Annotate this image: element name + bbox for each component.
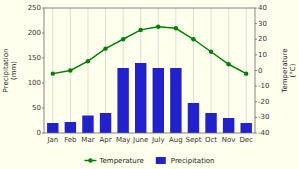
- tick: [255, 54, 257, 55]
- tick-label: -20: [258, 98, 269, 106]
- tick: [42, 8, 44, 9]
- legend-item: Precipitation: [156, 157, 215, 165]
- tick-label: Feb: [64, 136, 77, 144]
- tick: [255, 23, 257, 24]
- tick-label: 10: [258, 51, 267, 59]
- tick-label: Mar: [81, 136, 94, 144]
- tick: [42, 33, 44, 34]
- bar: [100, 113, 111, 133]
- tick-label: 0: [258, 67, 262, 75]
- tick-label: June: [132, 136, 148, 144]
- tick-label: 250: [28, 4, 41, 12]
- background: [0, 0, 299, 169]
- tick-label: 30: [258, 20, 267, 28]
- legend-marker: [88, 158, 92, 162]
- grid-line: [228, 8, 229, 133]
- tick-label: -40: [258, 129, 269, 137]
- marker: [68, 68, 72, 72]
- tick: [255, 101, 257, 102]
- tick-label: Nov: [222, 136, 236, 144]
- axis-label-line: (°C): [289, 63, 297, 77]
- tick-label: 200: [28, 29, 41, 37]
- legend-label: Temperature: [98, 157, 143, 165]
- axis-label: Precipitation(mm): [2, 49, 18, 93]
- bar: [47, 123, 58, 133]
- plot: [47, 25, 252, 133]
- marker: [174, 26, 178, 30]
- chart: 0 50 100 150 200 250 -40 -30 -20 -10 0 10 20 30 40 Jan F…: [0, 0, 299, 169]
- grid-line: [87, 8, 88, 133]
- tick-label: Dec: [239, 136, 253, 144]
- tick-label: -30: [258, 113, 269, 121]
- marker: [209, 50, 213, 54]
- marker: [103, 46, 107, 50]
- axis-label: Temperature(°C): [281, 48, 297, 93]
- tick-label: Apr: [99, 136, 111, 144]
- marker: [156, 25, 160, 29]
- tick-label: Sept: [185, 136, 201, 144]
- bar: [117, 68, 128, 133]
- tick: [255, 39, 257, 40]
- tick-label: Aug: [169, 136, 183, 144]
- grid-line: [246, 8, 247, 133]
- legend-swatch: [156, 157, 166, 164]
- bar: [223, 118, 234, 133]
- axis-label-line: Temperature: [281, 48, 289, 93]
- bar: [135, 63, 146, 133]
- tick-label: May: [116, 136, 130, 144]
- tick: [255, 133, 257, 134]
- tick-label: 150: [28, 54, 41, 62]
- tick-label: -10: [258, 82, 269, 90]
- legend: Temperature Precipitation: [84, 157, 214, 165]
- legend-item: Temperature: [84, 157, 143, 165]
- bar: [82, 116, 93, 134]
- marker: [244, 71, 248, 75]
- tick: [255, 8, 257, 9]
- marker: [86, 59, 90, 63]
- tick: [255, 117, 257, 118]
- marker: [121, 37, 125, 41]
- marker: [226, 62, 230, 66]
- tick-label: 0: [37, 129, 41, 137]
- bar: [240, 123, 251, 133]
- frame: [44, 8, 255, 133]
- tick-label: July: [151, 136, 165, 144]
- tick: [255, 86, 257, 87]
- axis-label-line: (mm): [10, 61, 18, 80]
- tick-label: 100: [28, 79, 41, 87]
- tick: [42, 108, 44, 109]
- axis-label-line: Precipitation: [2, 49, 10, 93]
- bar: [188, 103, 199, 133]
- bar: [153, 68, 164, 133]
- tick: [255, 70, 257, 71]
- tick-label: Oct: [205, 136, 217, 144]
- tick-label: 50: [32, 104, 41, 112]
- tick-label: Jan: [46, 136, 58, 144]
- plot-area: [44, 8, 255, 133]
- marker: [51, 71, 55, 75]
- tick-label: 20: [258, 35, 267, 43]
- marker: [139, 28, 143, 32]
- bar: [170, 68, 181, 133]
- line: [53, 27, 246, 74]
- bar: [205, 113, 216, 133]
- grid-line: [52, 8, 53, 133]
- tick: [42, 58, 44, 59]
- tick: [42, 133, 44, 134]
- marker: [191, 37, 195, 41]
- bar: [65, 122, 76, 133]
- tick: [42, 83, 44, 84]
- tick-label: 40: [258, 4, 267, 12]
- legend-label: Precipitation: [171, 157, 215, 165]
